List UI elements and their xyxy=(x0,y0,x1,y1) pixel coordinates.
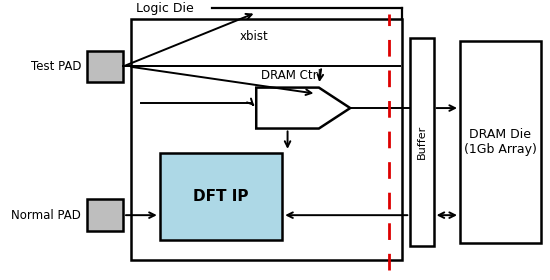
Bar xyxy=(460,41,541,243)
Text: DRAM Die
(1Gb Array): DRAM Die (1Gb Array) xyxy=(464,128,537,156)
Bar xyxy=(160,153,282,241)
Bar xyxy=(410,38,434,246)
Bar xyxy=(86,199,123,231)
Bar xyxy=(131,19,403,260)
Polygon shape xyxy=(256,88,350,129)
Bar xyxy=(86,51,123,82)
Text: DRAM Ctrl: DRAM Ctrl xyxy=(261,69,321,82)
Text: Logic Die: Logic Die xyxy=(136,2,194,15)
Text: Test PAD: Test PAD xyxy=(31,60,81,73)
Text: Normal PAD: Normal PAD xyxy=(12,209,81,222)
Text: Buffer: Buffer xyxy=(417,125,427,159)
Text: xbist: xbist xyxy=(239,30,268,43)
Text: DFT IP: DFT IP xyxy=(193,189,249,204)
